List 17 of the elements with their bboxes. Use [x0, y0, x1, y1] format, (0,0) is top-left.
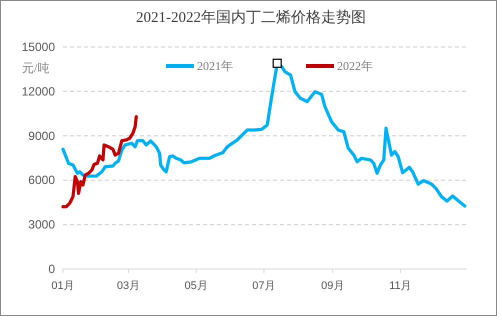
legend-label: 2021年	[197, 59, 233, 73]
y-tick-label: 9000	[28, 128, 56, 143]
y-tick-label: 12000	[22, 84, 56, 98]
y-tick-label: 15000	[22, 40, 56, 54]
x-tick-label: 05月	[184, 280, 208, 292]
chart-title: 2021-2022年国内丁二烯价格走势图	[136, 9, 366, 26]
line-series	[61, 115, 138, 208]
y-tick-label: 3000	[28, 218, 56, 232]
x-tick-label: 03月	[116, 280, 140, 292]
x-tick-label: 11月	[389, 280, 412, 292]
y-tick-label: 6000	[28, 173, 56, 188]
legend-label: 2022年	[337, 59, 373, 73]
x-tick-label: 09月	[321, 280, 344, 292]
y-axis-title: 元/吨	[22, 61, 50, 75]
x-tick-label: 07月	[252, 280, 276, 292]
x-tick-label: 01月	[51, 280, 75, 292]
y-tick-label: 0	[48, 262, 56, 276]
